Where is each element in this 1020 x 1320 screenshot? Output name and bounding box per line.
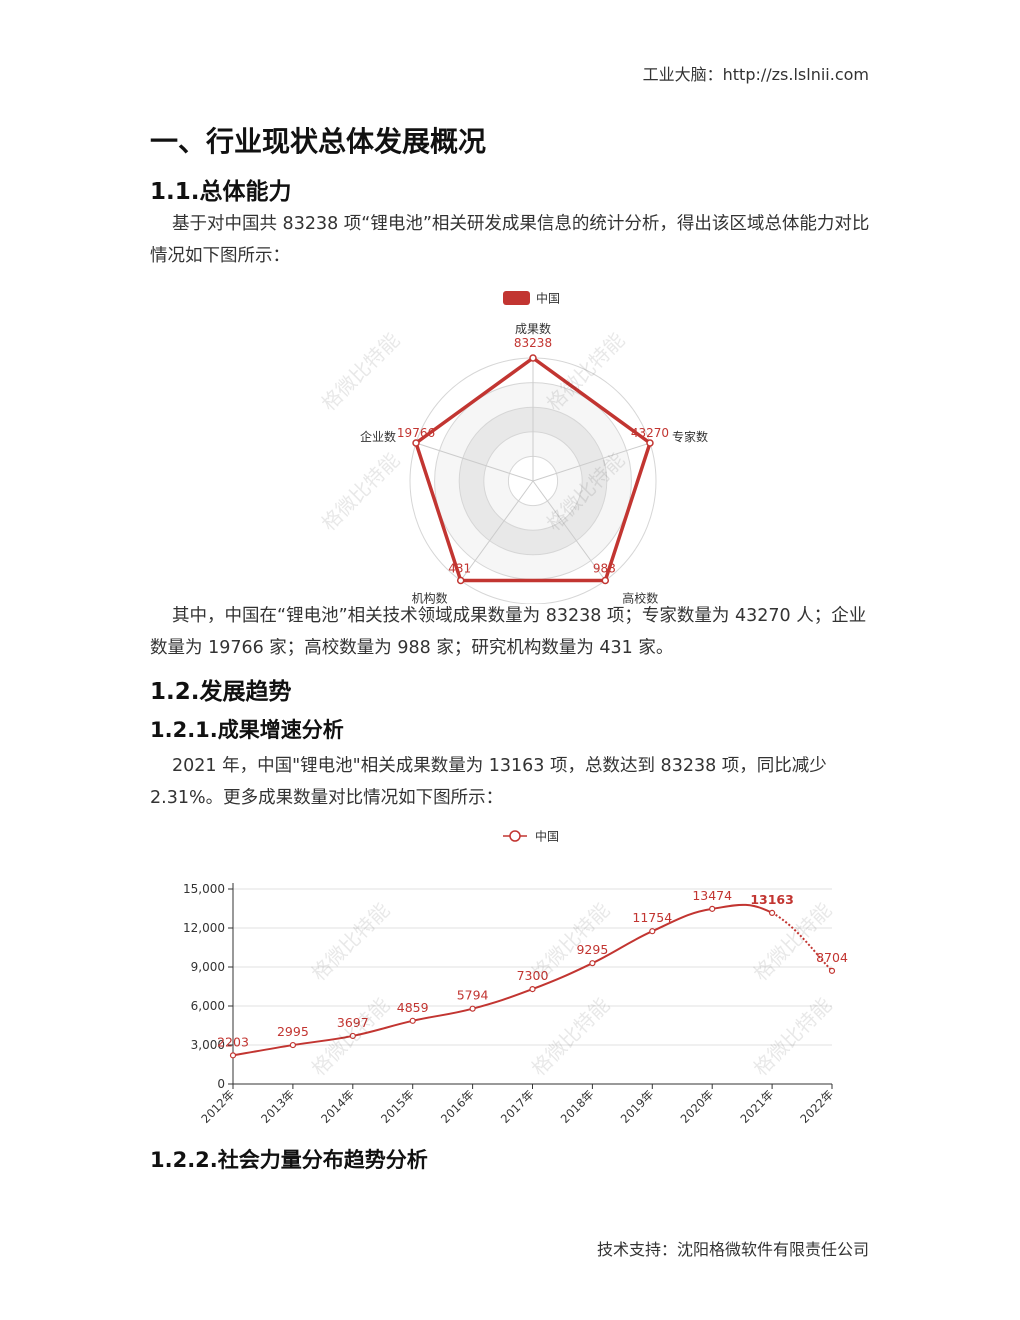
radar-point[interactable] xyxy=(646,439,654,447)
line-value-label: 7300 xyxy=(517,968,549,983)
subsection-heading-1-2-2: 1.2.2.社会力量分布趋势分析 xyxy=(150,1148,428,1172)
y-tick-label: 6,000 xyxy=(191,999,225,1013)
x-tick-label: 2017年 xyxy=(498,1087,537,1126)
legend-marker xyxy=(509,830,521,842)
page-title: 一、行业现状总体发展概况 xyxy=(150,125,487,158)
line-point[interactable] xyxy=(589,960,596,967)
x-tick-label: 2014年 xyxy=(318,1087,357,1126)
radar-grid xyxy=(409,357,657,604)
radar-point[interactable] xyxy=(601,576,610,585)
line-series-china-forecast[interactable] xyxy=(771,911,833,972)
radar-point[interactable] xyxy=(456,576,465,585)
x-tick-label: 2018年 xyxy=(558,1087,597,1126)
radar-value-label: 988 xyxy=(593,562,616,576)
line-point[interactable] xyxy=(349,1032,356,1040)
watermark: 格微比特能 xyxy=(317,448,405,536)
x-tick-label: 2020年 xyxy=(678,1087,717,1126)
watermark: 格微比特能 xyxy=(307,898,395,986)
intro-paragraph: 基于对中国共 83238 项“锂电池”相关研发成果信息的统计分析，得出该区域总体… xyxy=(150,214,870,266)
radar-point[interactable] xyxy=(529,354,537,362)
radar-value-label: 43270 xyxy=(631,426,669,440)
subsection-heading-1-2-1: 1.2.1.成果增速分析 xyxy=(150,718,344,742)
x-tick-label: 2012年 xyxy=(198,1087,237,1126)
y-tick-label: 15,000 xyxy=(183,882,225,896)
legend-swatch xyxy=(503,291,530,305)
line-value-label: 2995 xyxy=(277,1024,309,1039)
line-point[interactable] xyxy=(469,1005,476,1012)
y-tick-label: 9,000 xyxy=(191,960,225,974)
section-heading-1-1: 1.1.总体能力 xyxy=(150,179,292,205)
radar-value-label: 83238 xyxy=(514,336,552,350)
line-value-label: 3697 xyxy=(337,1015,369,1030)
legend-label: 中国 xyxy=(535,829,559,844)
line-series-china[interactable] xyxy=(232,903,773,1057)
line-chart: 中国 0 3,000 6,000 9,000 12,000 15,000 2012年 2013… xyxy=(183,829,848,1126)
line-value-label: 13163 xyxy=(750,892,794,907)
growth-paragraph: 2021 年，中国"锂电池"相关成果数量为 13163 项，总数达到 83238… xyxy=(150,756,827,808)
x-tick-label: 2021年 xyxy=(737,1087,776,1126)
radar-indicator-label: 企业数 xyxy=(360,429,396,444)
line-point[interactable] xyxy=(649,928,656,935)
line-point[interactable] xyxy=(768,909,776,916)
line-point[interactable] xyxy=(529,986,536,993)
line-point[interactable] xyxy=(828,967,836,974)
line-value-label: 9295 xyxy=(576,942,608,957)
line-point[interactable] xyxy=(229,1052,237,1059)
x-tick-label: 2019年 xyxy=(618,1087,657,1126)
radar-value-label: 19766 xyxy=(397,426,435,440)
line-grid: 0 3,000 6,000 9,000 12,000 15,000 2012年 2013年 20… xyxy=(183,882,836,1126)
radar-legend[interactable]: 中国 xyxy=(503,291,560,306)
x-tick-label: 2022年 xyxy=(797,1087,836,1126)
radar-series-china[interactable] xyxy=(413,355,653,583)
radar-indicator-label: 成果数 xyxy=(515,321,551,336)
x-tick-label: 2015年 xyxy=(378,1087,417,1126)
section-heading-1-2: 1.2.发展趋势 xyxy=(150,679,292,705)
radar-point[interactable] xyxy=(412,439,420,447)
line-point[interactable] xyxy=(709,905,716,912)
radar-indicator-label: 机构数 xyxy=(412,591,448,604)
site-link[interactable]: 工业大脑：http://zs.lslnii.com xyxy=(642,65,869,84)
y-tick-label: 3,000 xyxy=(191,1038,225,1052)
summary-paragraph: 其中，中国在“锂电池”相关技术领域成果数量为 83238 项；专家数量为 432… xyxy=(150,606,867,658)
legend-label: 中国 xyxy=(536,291,560,306)
x-tick-label: 2016年 xyxy=(438,1087,477,1126)
watermark: 格微比特能 xyxy=(317,328,405,416)
watermark: 格微比特能 xyxy=(749,898,837,986)
line-value-label: 8704 xyxy=(816,950,848,965)
line-value-label: 13474 xyxy=(692,888,732,903)
y-tick-label: 12,000 xyxy=(183,921,225,935)
radar-indicator-label: 专家数 xyxy=(672,429,708,444)
footer-support: 技术支持：沈阳格微软件有限责任公司 xyxy=(596,1240,869,1259)
y-tick-label: 0 xyxy=(217,1077,225,1091)
line-value-label: 4859 xyxy=(397,1000,429,1015)
radar-indicator-label: 高校数 xyxy=(622,591,658,604)
line-value-label: 5794 xyxy=(457,988,489,1003)
line-point[interactable] xyxy=(289,1041,296,1049)
x-tick-label: 2013年 xyxy=(258,1087,297,1126)
line-value-label: 2203 xyxy=(217,1034,249,1049)
line-value-label: 11754 xyxy=(632,910,672,925)
radar-value-label: 431 xyxy=(448,562,471,576)
line-point[interactable] xyxy=(409,1017,416,1024)
line-legend[interactable]: 中国 xyxy=(503,829,559,844)
